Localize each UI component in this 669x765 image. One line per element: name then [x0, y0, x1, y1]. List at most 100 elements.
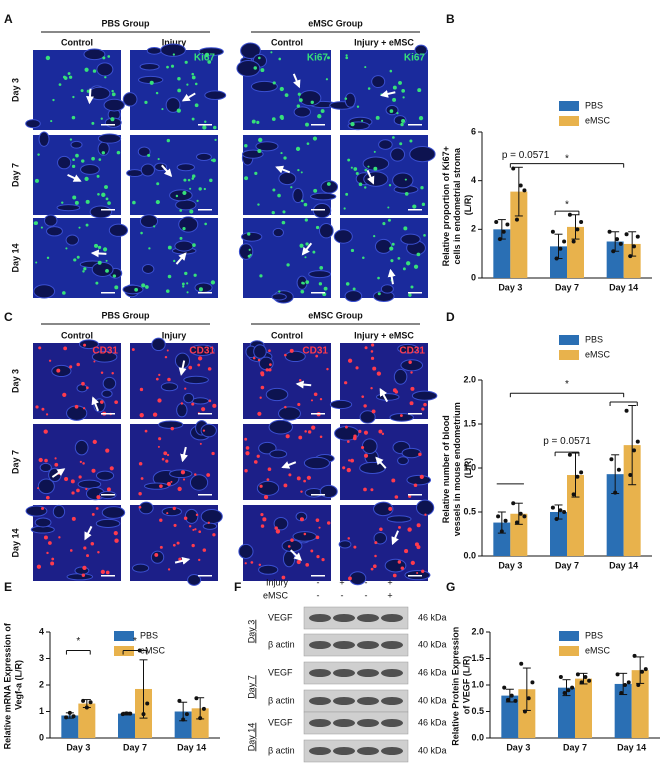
stained-cell	[361, 395, 365, 398]
stained-cell	[311, 425, 316, 430]
stained-cell	[271, 117, 276, 121]
stained-cell	[350, 121, 355, 127]
tissue-gland	[374, 238, 393, 254]
data-point	[611, 249, 616, 254]
stained-cell	[310, 549, 314, 553]
stained-cell	[403, 226, 408, 231]
bar	[623, 243, 641, 278]
stained-cell	[410, 285, 414, 289]
bar	[191, 708, 209, 738]
tissue-gland	[386, 515, 412, 523]
stained-cell	[71, 516, 76, 521]
stained-cell	[352, 287, 356, 291]
tissue-gland	[146, 46, 162, 55]
arrow	[275, 165, 291, 174]
y-tick-label: 1.5	[471, 653, 484, 663]
stained-cell	[80, 89, 84, 93]
stained-cell	[300, 171, 303, 174]
stained-cell	[256, 120, 260, 124]
y-tick-label: 2	[471, 224, 476, 234]
stained-cell	[398, 525, 401, 529]
data-point	[81, 698, 86, 703]
tissue-gland	[184, 508, 199, 524]
stained-cell	[105, 259, 108, 262]
legend-swatch	[559, 116, 579, 126]
stained-cell	[203, 187, 206, 191]
arrow	[161, 164, 173, 178]
tissue-gland	[101, 389, 113, 398]
stained-cell	[189, 187, 192, 190]
tissue-gland	[272, 227, 284, 238]
bar	[510, 513, 528, 556]
data-point	[522, 514, 527, 519]
tissue-gland	[187, 574, 202, 586]
tissue-gland	[344, 92, 356, 108]
band-size: 40 kDa	[418, 745, 447, 755]
tissue-gland	[141, 264, 155, 274]
tissue-gland	[76, 383, 88, 393]
arrow	[387, 268, 396, 285]
tissue-gland	[108, 223, 129, 237]
data-point	[579, 680, 584, 685]
tissue-gland	[189, 344, 215, 357]
stained-cell	[154, 552, 159, 557]
scale-bar	[311, 575, 325, 577]
tissue-gland	[189, 474, 209, 491]
y-tick-label: 1.5	[463, 418, 476, 428]
stained-cell	[198, 558, 201, 562]
stained-cell	[186, 291, 189, 294]
stained-cell	[158, 373, 161, 377]
data-point	[616, 467, 621, 472]
micrograph	[340, 50, 428, 130]
stained-cell	[419, 474, 424, 480]
stained-cell	[114, 400, 118, 405]
treatment-sign: -	[365, 590, 368, 600]
band-name: VEGF	[268, 667, 293, 677]
blot-band	[357, 719, 379, 727]
tissue-gland	[258, 564, 279, 575]
data-point	[141, 712, 146, 717]
y-tick-label: 2	[39, 679, 44, 689]
treatment-sign: -	[341, 590, 344, 600]
data-point	[575, 672, 580, 677]
scale-bar	[101, 575, 115, 577]
stained-cell	[47, 541, 52, 545]
data-point	[554, 256, 559, 261]
stained-cell	[344, 381, 348, 385]
stained-cell	[249, 253, 252, 256]
blot-band	[333, 747, 355, 755]
stained-cell	[105, 268, 109, 273]
data-point	[635, 234, 640, 239]
data-point	[145, 701, 150, 706]
tissue-gland	[359, 410, 376, 424]
stained-cell	[388, 184, 392, 187]
x-tick-label: Day 7	[555, 560, 579, 570]
tissue-gland	[202, 522, 218, 530]
stained-cell	[266, 478, 270, 481]
arrow	[175, 252, 187, 265]
micrograph	[243, 218, 331, 298]
x-tick-label: Day 3	[506, 742, 530, 752]
stained-cell	[310, 100, 314, 104]
stained-cell	[318, 526, 321, 529]
stained-cell	[344, 97, 348, 100]
tissue-gland	[200, 423, 217, 438]
stained-cell	[300, 289, 305, 294]
stained-cell	[167, 568, 171, 571]
data-point	[579, 470, 584, 475]
tissue-gland	[414, 44, 428, 56]
data-point	[496, 514, 501, 519]
data-point	[198, 716, 203, 721]
tissue-gland	[52, 504, 66, 519]
stained-cell	[367, 87, 371, 90]
arrow	[295, 380, 312, 389]
stained-cell	[172, 506, 176, 511]
stained-cell	[67, 72, 71, 75]
stained-cell	[210, 280, 216, 285]
stained-cell	[397, 257, 401, 260]
y-tick-label: 1	[39, 706, 44, 716]
stained-cell	[400, 122, 404, 127]
blot-band	[333, 719, 355, 727]
stained-cell	[299, 243, 304, 248]
arrow	[289, 549, 302, 561]
